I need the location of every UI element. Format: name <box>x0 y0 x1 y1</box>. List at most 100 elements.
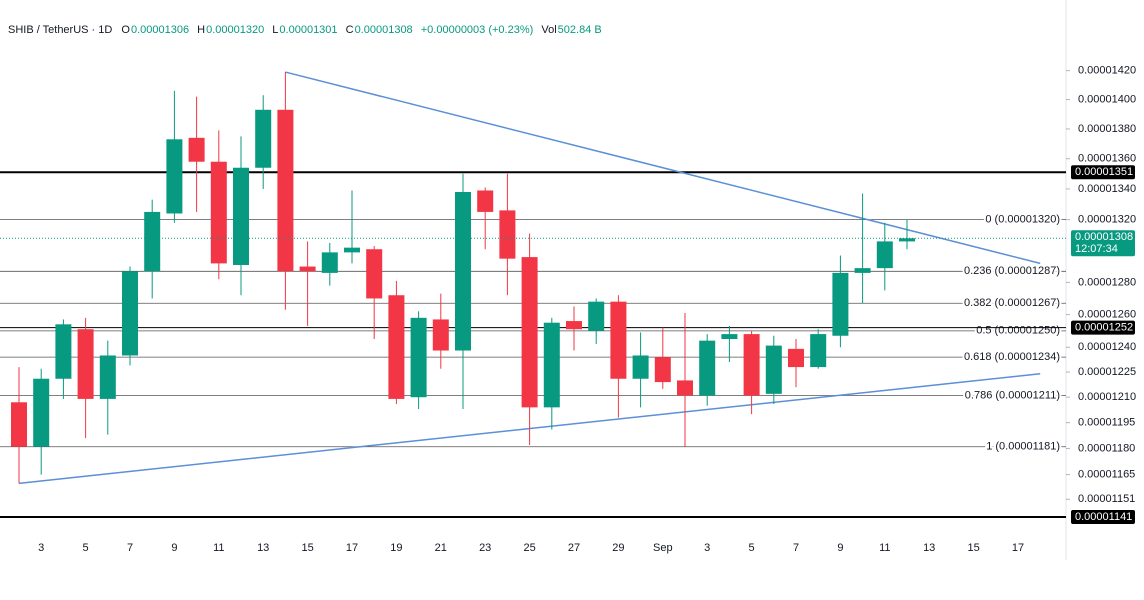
candle-body <box>566 321 582 330</box>
candle-body <box>810 334 827 368</box>
x-tick-label: 13 <box>257 542 269 554</box>
x-tick-label: 9 <box>837 542 843 554</box>
candle-body <box>144 211 161 272</box>
candle-body <box>33 378 50 447</box>
candle-body <box>721 334 738 340</box>
current-price-label: 0.00001308 <box>1075 231 1133 243</box>
y-tick-label: 0.00001225 <box>1078 366 1136 378</box>
candle-body <box>854 268 871 273</box>
close-label: C <box>345 24 354 36</box>
y-tick-label: 0.00001360 <box>1078 153 1136 165</box>
volume-label: Vol <box>541 24 557 36</box>
x-tick-label: 27 <box>568 542 580 554</box>
candle-body <box>166 139 183 214</box>
candle-body <box>188 137 205 162</box>
level-price-label: 0.00001252 <box>1075 321 1133 333</box>
candle-body <box>11 402 27 447</box>
candle-body <box>521 257 538 408</box>
open-label: O <box>121 24 130 36</box>
low-label: L <box>272 24 279 36</box>
candle-body <box>543 322 560 408</box>
countdown-label: 12:07:34 <box>1075 243 1118 255</box>
volume-value: 502.84 B <box>557 24 602 36</box>
candle-body <box>610 301 627 379</box>
current-price-box <box>1071 230 1135 257</box>
candle-body <box>366 249 383 299</box>
change-value: +0.00000003 (+0.23%) <box>420 24 534 36</box>
low-value: 0.00001301 <box>279 24 338 36</box>
level-price-label: 0.00001351 <box>1075 166 1133 178</box>
fib-level-label: 1 (0.00001181) <box>986 441 1060 453</box>
fib-level-label: 0 (0.00001320) <box>985 214 1060 226</box>
y-tick-label: 0.00001210 <box>1078 391 1136 403</box>
candle-body <box>477 190 494 212</box>
x-tick-label: 11 <box>213 542 224 554</box>
fib-level-label: 0.5 (0.00001250) <box>976 325 1060 337</box>
y-tick-label: 0.00001400 <box>1078 93 1136 105</box>
candle-body <box>743 334 760 396</box>
x-tick-label: 17 <box>1012 542 1024 554</box>
x-tick-label: 3 <box>704 542 710 554</box>
candle-body <box>55 324 72 379</box>
level-price-label: 0.00001141 <box>1075 511 1132 523</box>
level-price-box <box>1071 320 1135 335</box>
high-label: H <box>197 24 206 36</box>
candle-body <box>255 109 272 168</box>
candle-body <box>654 357 671 383</box>
x-tick-label: 15 <box>967 542 979 554</box>
symbol: SHIB / TetherUS · 1D <box>8 24 113 36</box>
candle-body <box>765 345 782 394</box>
candle-body <box>588 301 605 331</box>
candle-body <box>432 319 449 351</box>
x-tick-label: 7 <box>793 542 799 554</box>
fib-level-label: 0.236 (0.00001287) <box>964 265 1060 277</box>
level-price-box <box>1071 165 1135 180</box>
x-tick-label: Sep <box>653 542 673 554</box>
candle-body <box>344 247 360 253</box>
candle-body <box>122 271 138 356</box>
candle-body <box>455 192 471 351</box>
candle-body <box>277 109 294 272</box>
y-tick-label: 0.00001151 <box>1078 493 1135 505</box>
y-tick-label: 0.00001240 <box>1078 341 1136 353</box>
close-value: 0.00001308 <box>354 24 413 36</box>
fib-level-label: 0.786 (0.00001211) <box>965 389 1060 401</box>
legend-header: SHIB / TetherUS · 1D O0.00001306 H0.0000… <box>8 24 607 36</box>
x-tick-label: 5 <box>83 542 89 554</box>
candle-body <box>99 355 116 399</box>
fib-level-label: 0.618 (0.00001234) <box>964 351 1060 363</box>
candle-body <box>699 340 716 396</box>
high-value: 0.00001320 <box>206 24 265 36</box>
candle-body <box>677 380 693 396</box>
open-value: 0.00001306 <box>130 24 190 36</box>
candle-body <box>899 238 915 242</box>
x-tick-label: 17 <box>346 542 358 554</box>
x-tick-label: 13 <box>923 542 935 554</box>
x-tick-label: 7 <box>127 542 133 554</box>
trendline <box>285 71 1041 265</box>
fib-level-label: 0.382 (0.00001267) <box>964 297 1060 309</box>
y-tick-label: 0.00001340 <box>1078 183 1136 195</box>
level-price-box <box>1071 510 1135 525</box>
candle-body <box>632 355 649 379</box>
candle-body <box>499 210 516 259</box>
candle-body <box>410 317 427 398</box>
y-tick-label: 0.00001320 <box>1078 214 1136 226</box>
candle-body <box>832 272 849 336</box>
x-tick-label: 23 <box>479 542 491 554</box>
y-tick-label: 0.00001280 <box>1078 276 1136 288</box>
y-tick-label: 0.00001260 <box>1078 308 1136 320</box>
x-tick-label: 11 <box>879 542 890 554</box>
x-tick-label: 15 <box>301 542 313 554</box>
y-tick-label: 0.00001380 <box>1078 123 1136 135</box>
candle-body <box>77 329 94 399</box>
y-tick-label: 0.00001165 <box>1078 468 1135 480</box>
y-tick-label: 0.00001180 <box>1078 442 1135 454</box>
x-tick-label: 21 <box>435 542 447 554</box>
candle-body <box>321 252 338 273</box>
x-tick-label: 5 <box>749 542 755 554</box>
x-tick-label: 29 <box>612 542 624 554</box>
candle-body <box>388 295 405 399</box>
x-tick-label: 9 <box>171 542 177 554</box>
